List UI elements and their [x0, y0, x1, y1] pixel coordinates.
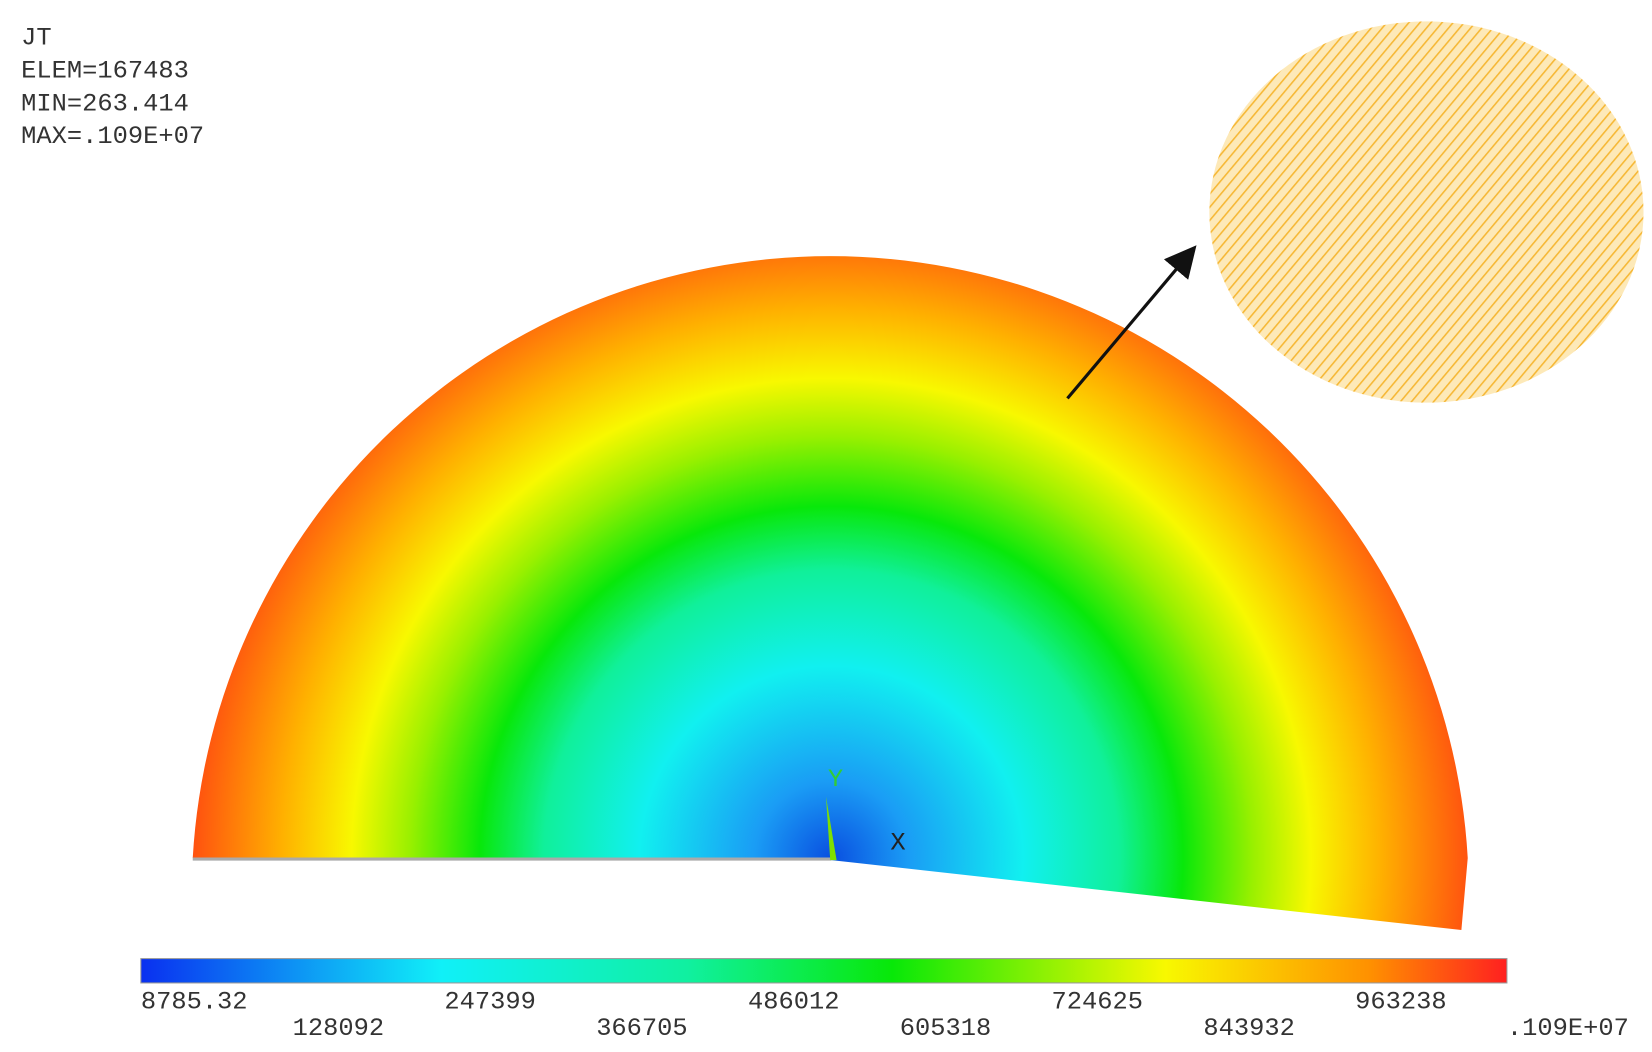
y-axis-label: Y — [828, 765, 843, 794]
colorbar-label: 963238 — [1355, 987, 1446, 1016]
zoom-arrow — [1066, 245, 1197, 400]
colorbar-label: 605318 — [900, 1014, 991, 1043]
colorbar-label: 724625 — [1052, 987, 1143, 1016]
x-axis-label: X — [890, 829, 905, 858]
info-line: JT — [21, 24, 51, 53]
colorbar-labels: 8785.32 128092 247399 366705 486012 605318 724… — [141, 987, 1629, 1042]
colorbar — [140, 958, 1508, 984]
colorbar-label: 366705 — [596, 1014, 687, 1043]
info-line: MIN=263.414 — [21, 89, 189, 118]
colorbar-label: .109E+07 — [1507, 1014, 1629, 1043]
zoom-inset — [1209, 21, 1644, 403]
info-line: MAX=.109E+07 — [21, 122, 204, 151]
contour-region — [192, 256, 1468, 930]
colorbar-label: 128092 — [293, 1014, 384, 1043]
info-block: JT ELEM=167483 MIN=263.414 MAX=.109E+07 — [21, 24, 204, 151]
info-line: ELEM=167483 — [21, 57, 189, 86]
colorbar-label: 486012 — [748, 987, 839, 1016]
colorbar-label: 843932 — [1203, 1014, 1294, 1043]
colorbar-label: 8785.32 — [141, 987, 248, 1016]
colorbar-label: 247399 — [444, 987, 535, 1016]
